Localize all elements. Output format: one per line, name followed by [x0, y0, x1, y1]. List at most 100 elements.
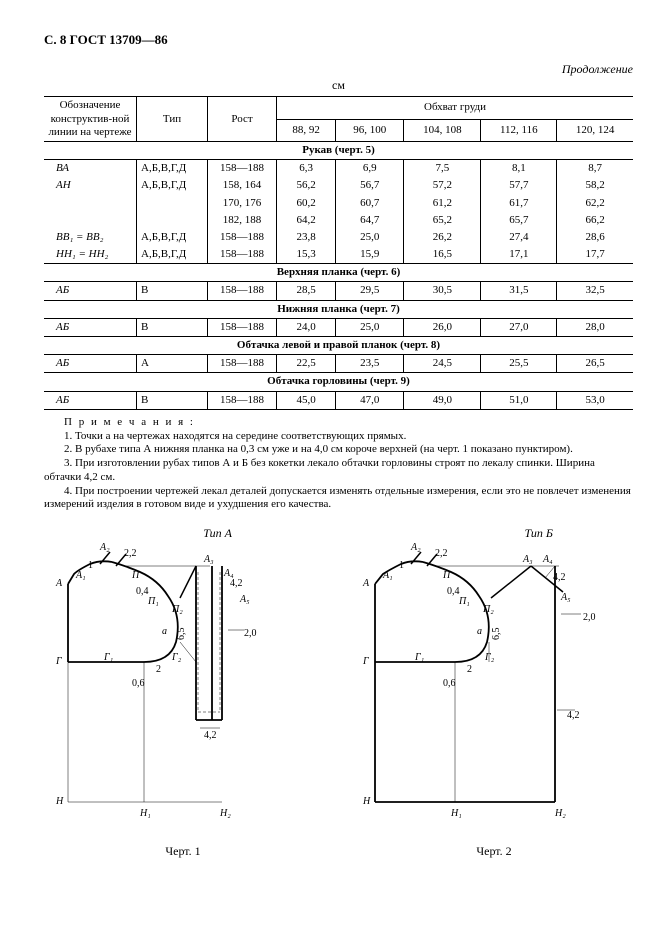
row-val: 58,2 [557, 177, 633, 194]
svg-text:Н: Н [55, 796, 64, 807]
row-type: А,Б,В,Г,Д [137, 229, 208, 246]
chest-col: 120, 124 [557, 119, 633, 141]
chest-col: 112, 116 [481, 119, 557, 141]
svg-text:4,2: 4,2 [567, 710, 580, 721]
row-val: 32,5 [557, 282, 633, 300]
svg-text:А₅: А₅ [560, 592, 571, 603]
row-val: 65,7 [481, 212, 557, 229]
svg-text:Н: Н [362, 796, 371, 807]
row-val: 24,5 [404, 355, 481, 373]
row-val: 64,7 [336, 212, 404, 229]
svg-text:П₁: П₁ [458, 596, 470, 607]
row-label: ВВ₁ = ВВ₂ [44, 229, 137, 246]
svg-text:6,5: 6,5 [491, 628, 502, 641]
col-header: Обозначение конструктив-ной линии на чер… [44, 97, 137, 142]
row-val: 23,5 [336, 355, 404, 373]
row-val: 26,0 [404, 318, 481, 336]
svg-text:0,6: 0,6 [443, 678, 456, 689]
row-val: 26,5 [557, 355, 633, 373]
fig-type-label: Тип А [44, 526, 322, 540]
row-type: В [137, 391, 208, 409]
row-val: 28,0 [557, 318, 633, 336]
row-height: 158—188 [208, 318, 277, 336]
section-title: Верхняя планка (черт. 6) [44, 264, 633, 282]
row-label [44, 212, 137, 229]
svg-text:Г: Г [362, 656, 369, 667]
svg-text:1: 1 [399, 560, 404, 571]
row-val: 26,2 [404, 229, 481, 246]
chest-col: 104, 108 [404, 119, 481, 141]
row-height: 158—188 [208, 229, 277, 246]
fig2-caption: Черт. 2 [355, 844, 633, 858]
row-val: 7,5 [404, 160, 481, 178]
svg-text:0,4: 0,4 [136, 586, 149, 597]
section-title: Обтачка горловины (черт. 9) [44, 373, 633, 391]
chest-col: 88, 92 [277, 119, 336, 141]
row-val: 61,2 [404, 195, 481, 212]
svg-text:А₃: А₃ [203, 554, 214, 565]
section-title: Обтачка левой и правой планок (черт. 8) [44, 337, 633, 355]
continuation-label: Продолжение [44, 62, 633, 76]
row-height: 182, 188 [208, 212, 277, 229]
svg-text:2,0: 2,0 [244, 628, 257, 639]
row-val: 64,2 [277, 212, 336, 229]
row-label: АН [44, 177, 137, 194]
row-val: 28,6 [557, 229, 633, 246]
row-val: 45,0 [277, 391, 336, 409]
row-val: 6,9 [336, 160, 404, 178]
figure-2-svg: А А₁ А₂ А₃ А₄ А₅ П П₁ П₂ а Г Г₁ Г₂ Н Н₁ … [355, 542, 633, 832]
svg-text:2,2: 2,2 [124, 548, 137, 559]
row-val: 15,9 [336, 246, 404, 264]
row-height: 158—188 [208, 160, 277, 178]
col-header: Рост [208, 97, 277, 142]
note-item: 4. При построении чертежей лекал деталей… [44, 485, 633, 513]
row-type: А,Б,В,Г,Д [137, 160, 208, 178]
svg-text:2,2: 2,2 [435, 548, 448, 559]
svg-text:А₁: А₁ [75, 570, 86, 581]
svg-text:1: 1 [88, 560, 93, 571]
row-val: 25,0 [336, 318, 404, 336]
row-val: 16,5 [404, 246, 481, 264]
svg-text:Г: Г [55, 656, 62, 667]
svg-text:0,6: 0,6 [132, 678, 145, 689]
row-height: 158—188 [208, 282, 277, 300]
row-height: 158, 164 [208, 177, 277, 194]
row-val: 8,1 [481, 160, 557, 178]
row-val: 25,5 [481, 355, 557, 373]
row-type: А,Б,В,Г,Д [137, 177, 208, 194]
row-height: 158—188 [208, 391, 277, 409]
row-val: 57,2 [404, 177, 481, 194]
row-type: В [137, 318, 208, 336]
row-label: АБ [44, 391, 137, 409]
row-val: 62,2 [557, 195, 633, 212]
figure-1-svg: А А₁ А₂ А₃ А₄ А₅ П П₁ П₂ а Г Г₁ Г₂ Н Н₁ … [44, 542, 322, 832]
svg-text:2,0: 2,0 [583, 612, 596, 623]
row-val: 27,0 [481, 318, 557, 336]
row-val: 57,7 [481, 177, 557, 194]
row-label: АБ [44, 355, 137, 373]
row-label: АБ [44, 282, 137, 300]
row-height: 158—188 [208, 355, 277, 373]
row-val: 61,7 [481, 195, 557, 212]
svg-text:Г₁: Г₁ [414, 652, 424, 663]
notes-title: П р и м е ч а н и я : [44, 416, 633, 430]
row-label: НН₁ = НН₂ [44, 246, 137, 264]
svg-text:Г₁: Г₁ [103, 652, 113, 663]
svg-text:Н₂: Н₂ [219, 808, 231, 819]
row-val: 24,0 [277, 318, 336, 336]
col-header-span: Обхват груди [277, 97, 634, 119]
fig1-caption: Черт. 1 [44, 844, 322, 858]
row-type: В [137, 282, 208, 300]
svg-text:2: 2 [156, 664, 161, 675]
fig-type-label: Тип Б [355, 526, 633, 540]
svg-text:А₅: А₅ [239, 594, 250, 605]
row-val: 66,2 [557, 212, 633, 229]
row-val: 31,5 [481, 282, 557, 300]
svg-text:А₂: А₂ [410, 542, 421, 553]
svg-text:Н₁: Н₁ [139, 808, 151, 819]
row-val: 53,0 [557, 391, 633, 409]
figures-row: Тип А [44, 526, 633, 858]
svg-text:Г₂: Г₂ [171, 652, 182, 663]
svg-text:П₁: П₁ [147, 596, 159, 607]
row-val: 28,5 [277, 282, 336, 300]
